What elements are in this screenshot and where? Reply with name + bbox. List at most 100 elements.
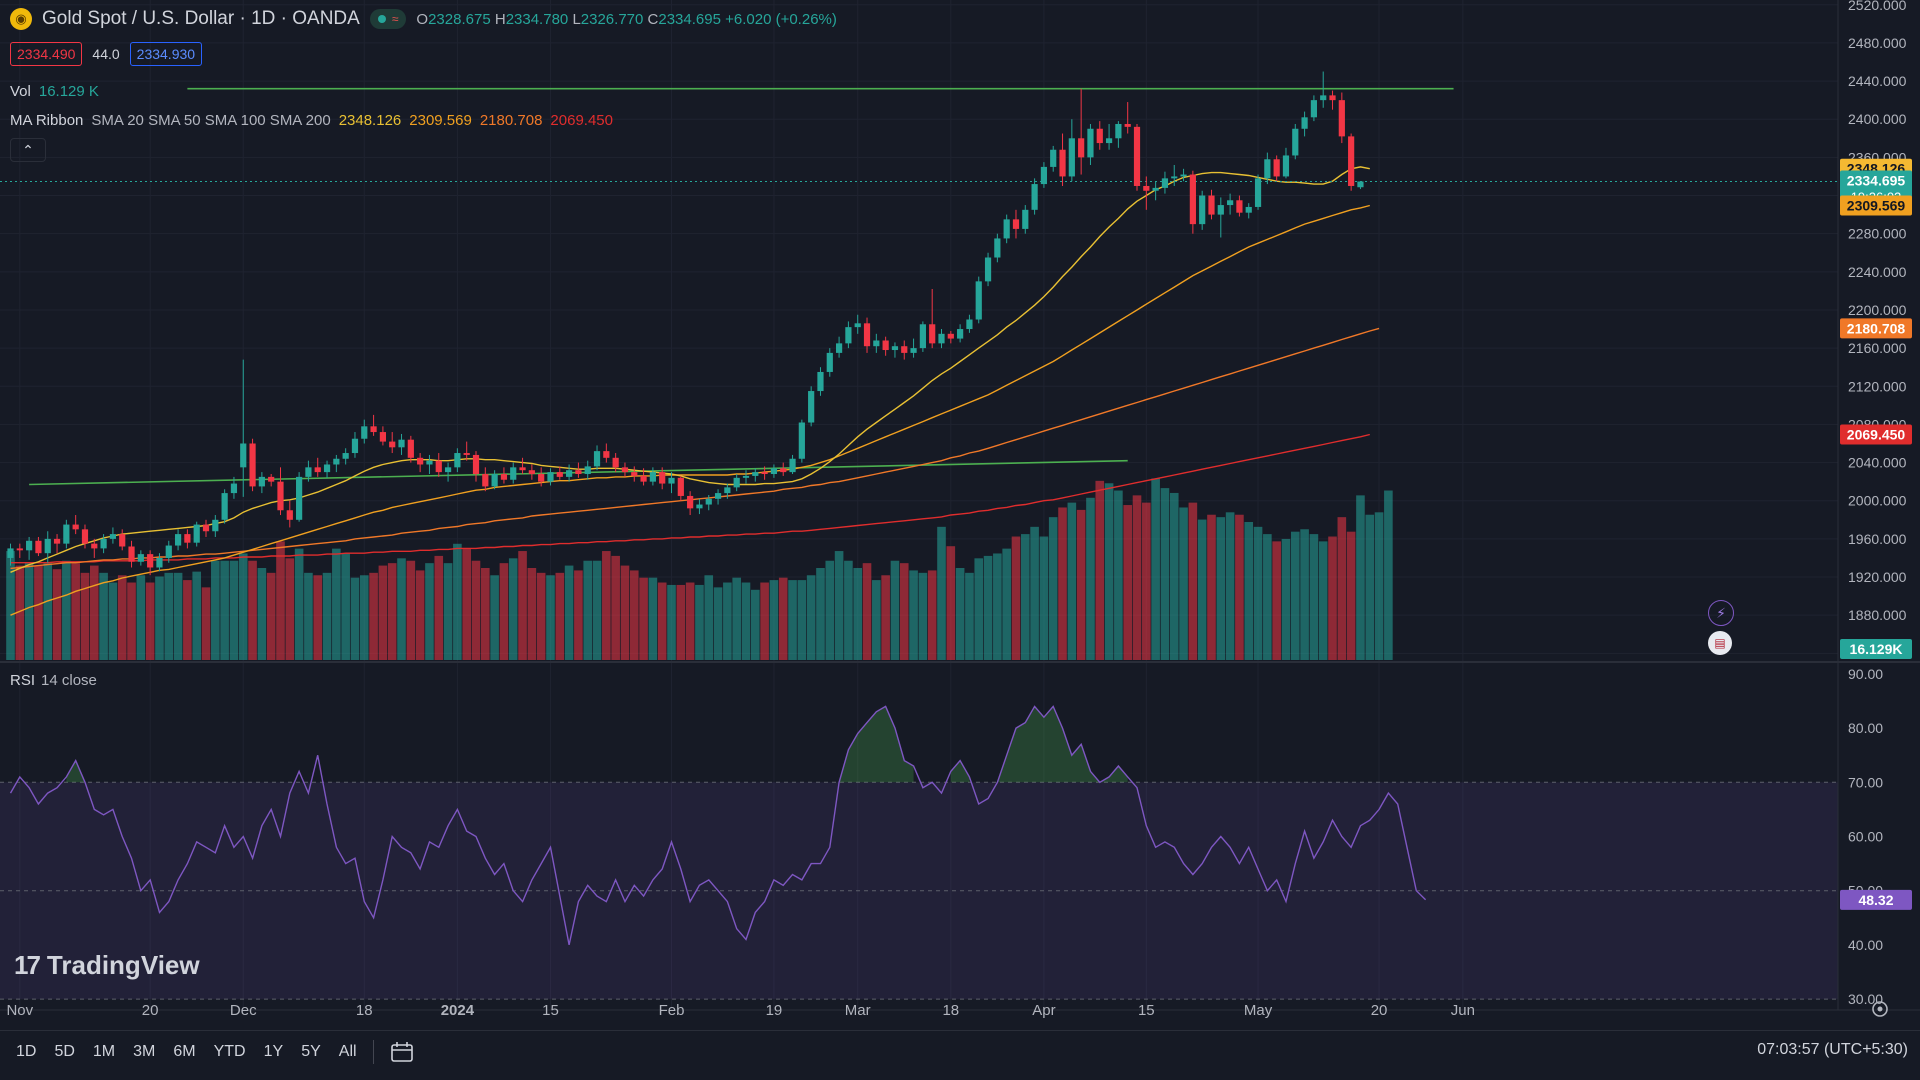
range-button-ytd[interactable]: YTD [213, 1043, 246, 1060]
range-button-3m[interactable]: 3M [133, 1043, 156, 1060]
volume-bar [108, 582, 118, 660]
symbol-title[interactable]: Gold Spot / U.S. Dollar · 1D · OANDA [42, 8, 360, 29]
volume-bar [974, 558, 984, 660]
volume-bar [117, 575, 127, 660]
volume-bar [462, 548, 471, 660]
volume-bar [164, 572, 174, 660]
us-flag-icon[interactable]: ▤ [1708, 631, 1732, 655]
candle [593, 451, 601, 467]
candle [81, 529, 89, 544]
time-tick-label: 2024 [441, 1002, 475, 1019]
chevron-up-icon[interactable]: ⌃ [10, 138, 46, 162]
candle [268, 476, 275, 482]
ma-ribbon-legend[interactable]: MA Ribbon SMA 20 SMA 50 SMA 100 SMA 200 … [10, 112, 613, 129]
clock-timezone[interactable]: 07:03:57 (UTC+5:30) [1757, 1041, 1908, 1058]
symbol-logo-icon[interactable]: ◉ [10, 8, 32, 30]
candle [1050, 149, 1057, 167]
price-badge-text: 2180.708 [1847, 320, 1906, 336]
candle [1078, 138, 1085, 158]
volume-badge [1840, 639, 1912, 659]
volume-bar [332, 548, 341, 660]
candle [379, 432, 386, 442]
volume-bar [369, 572, 378, 660]
candle [193, 524, 200, 543]
range-button-5d[interactable]: 5D [54, 1043, 75, 1060]
volume-bar [192, 571, 201, 660]
candle [584, 466, 591, 475]
volume-bar [1309, 534, 1319, 660]
volume-bar [536, 572, 546, 660]
price-tick-label: 2400.000 [1848, 111, 1907, 127]
candle [677, 477, 684, 496]
volume-bar [899, 563, 909, 660]
volume-bar [778, 577, 788, 660]
price-tick-label: 2200.000 [1848, 302, 1907, 318]
change-value: +6.020 (+0.26%) [725, 10, 837, 28]
price-chart[interactable]: 2520.0002480.0002440.0002400.0002360.000… [0, 0, 1920, 1030]
tradingview-logo-icon: 17 [14, 950, 41, 980]
rsi-legend[interactable]: RSI 14 close [10, 672, 97, 689]
candle [1143, 185, 1150, 191]
volume-bar [937, 526, 946, 660]
candle [873, 340, 880, 347]
candle [314, 467, 321, 473]
toolbar-divider [372, 1040, 374, 1064]
volume-bar [1179, 507, 1188, 660]
candle [603, 451, 610, 458]
volume-bar [257, 568, 267, 660]
volume-bar [481, 568, 490, 660]
gear-icon[interactable] [1872, 1001, 1888, 1017]
candle [342, 453, 349, 459]
range-button-all[interactable]: All [338, 1043, 357, 1060]
range-button-6m[interactable]: 6M [173, 1043, 196, 1060]
candle [780, 468, 787, 473]
time-tick-label: Dec [230, 1002, 257, 1019]
price-tick-label: 2160.000 [1848, 340, 1907, 356]
range-button-1m[interactable]: 1M [92, 1043, 116, 1060]
volume-legend[interactable]: Vol 16.129 K [10, 83, 99, 100]
rsi-line-path [9, 705, 1427, 946]
volume-bar [723, 582, 732, 660]
volume-bar [1207, 514, 1216, 660]
candle [398, 439, 405, 448]
volume-bar [592, 560, 602, 660]
price-tick-label: 1920.000 [1848, 569, 1907, 585]
sma200-value: 2069.450 [550, 112, 613, 129]
tradingview-logo[interactable]: 17 TradingView [14, 950, 200, 981]
market-status-pill[interactable]: ≈ [369, 9, 407, 29]
time-tick-label: 20 [142, 1002, 159, 1019]
volume-bar [71, 563, 80, 660]
price-badge-text: 2309.569 [1847, 197, 1906, 213]
range-button-1d[interactable]: 1D [16, 1043, 37, 1060]
candle [491, 474, 498, 487]
volume-bar [294, 548, 304, 660]
volume-bar [676, 584, 686, 660]
volume-bar [211, 560, 220, 660]
sell-price-button[interactable]: 2334.490 [10, 42, 83, 66]
volume-bar [1104, 483, 1114, 660]
volume-bar [248, 560, 257, 660]
legend-collapse: ⌃ [10, 138, 46, 162]
buy-price-button[interactable]: 2334.930 [129, 42, 203, 66]
time-axis[interactable]: Nov 20 Dec 18 2024 15 Feb 19 Mar 18 Apr 15 May 20 Jun [6, 1001, 1888, 1019]
volume-bar [1067, 502, 1077, 660]
volume-bar [62, 560, 71, 660]
candle [1227, 200, 1234, 206]
candle [165, 545, 172, 558]
calendar-range-icon[interactable] [390, 1041, 414, 1063]
volume-bar [1058, 507, 1067, 660]
volume-bar [434, 555, 444, 660]
price-tick-label: 2120.000 [1848, 378, 1907, 394]
volume-bar [1216, 517, 1226, 660]
volume-bar [853, 568, 863, 660]
range-button-1y[interactable]: 1Y [263, 1043, 284, 1060]
ma-ribbon-lines [0, 166, 1838, 616]
candle [975, 281, 982, 320]
candle [1245, 206, 1252, 213]
candle [7, 548, 14, 558]
candle [742, 475, 750, 478]
volume-bar [508, 558, 518, 660]
lightning-icon[interactable]: ⚡ [1708, 600, 1734, 626]
tradingview-logo-text: TradingView [46, 950, 200, 980]
range-button-5y[interactable]: 5Y [301, 1043, 321, 1060]
